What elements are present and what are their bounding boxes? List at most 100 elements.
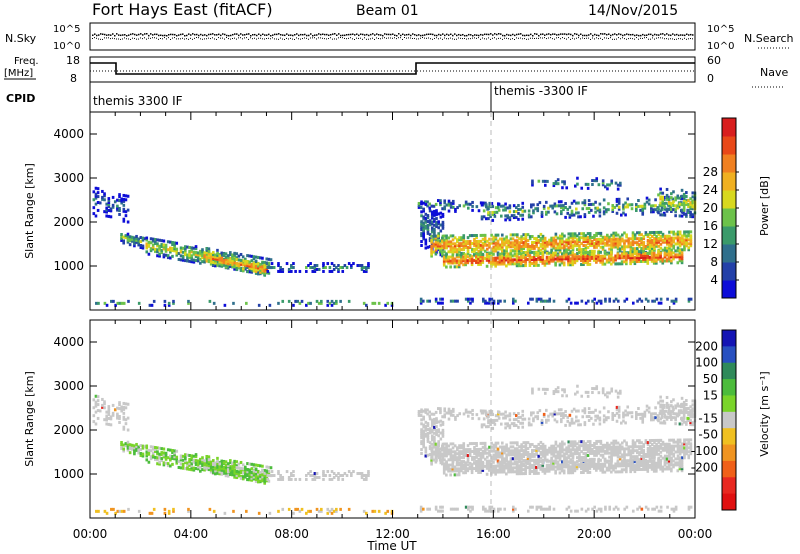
velocity-cell <box>417 409 421 413</box>
velocity-cell <box>151 451 155 455</box>
power-cell <box>309 262 312 266</box>
power-cell <box>687 199 690 203</box>
velocity-cell <box>447 409 451 413</box>
power-cell <box>571 251 575 255</box>
velocity-cell <box>244 469 247 473</box>
power-cell <box>592 252 596 256</box>
power-cell <box>676 249 680 253</box>
velocity-cell <box>435 429 438 433</box>
velocity-cell <box>212 509 216 513</box>
velocity-cell <box>550 452 553 456</box>
power-cell <box>502 204 505 208</box>
power-cell <box>607 258 611 262</box>
power-cell <box>94 194 98 198</box>
velocity-cell <box>371 509 375 513</box>
velocity-cell <box>458 454 461 458</box>
power-cell <box>560 257 564 261</box>
power-cell <box>479 243 483 247</box>
velocity-cell <box>330 507 334 511</box>
power-cell <box>663 207 667 211</box>
search-point <box>500 37 501 39</box>
power-cell <box>462 255 465 259</box>
power-cell <box>471 299 474 303</box>
search-point <box>650 38 651 40</box>
velocity-cell <box>164 457 168 461</box>
power-cell <box>503 239 506 243</box>
power-cell <box>593 243 596 247</box>
power-cell <box>187 299 190 303</box>
power-cell <box>657 211 660 215</box>
velocity-cell <box>154 455 157 459</box>
power-cell <box>441 214 445 218</box>
power-cell <box>640 249 643 253</box>
power-cell <box>439 223 443 227</box>
power-cell <box>670 244 673 248</box>
power-cell <box>550 259 553 263</box>
power-cell <box>494 235 498 239</box>
power-cell <box>586 182 590 186</box>
search-point <box>476 37 477 39</box>
power-cell <box>605 252 609 256</box>
velocity-cell <box>477 451 481 455</box>
velocity-cell <box>292 470 295 474</box>
power-cell <box>360 266 364 269</box>
power-cell <box>593 233 596 237</box>
power-cell <box>498 260 502 264</box>
velocity-cell <box>107 407 111 411</box>
power-cell <box>501 243 504 247</box>
sky-point <box>456 34 458 37</box>
power-cell <box>430 212 434 216</box>
velocity-cell <box>445 448 448 452</box>
velocity-cell <box>509 449 513 453</box>
power-cell <box>535 259 538 263</box>
velocity-cell <box>167 511 171 515</box>
power-cell <box>524 262 527 266</box>
velocity-cell <box>433 419 436 423</box>
power-cell <box>244 257 247 261</box>
power-cell <box>571 236 575 240</box>
power-cell <box>670 253 673 257</box>
velocity-cell <box>358 472 362 476</box>
power-cell <box>147 240 151 244</box>
velocity-cell <box>173 451 176 455</box>
power-cell <box>471 204 474 208</box>
power-cell <box>626 203 630 207</box>
power-cell <box>617 197 621 201</box>
power-cell <box>655 244 658 248</box>
velocity-cell <box>633 445 637 449</box>
velocity-cell <box>447 450 451 454</box>
velocity-cell <box>133 444 136 448</box>
velocity-cell <box>360 472 364 476</box>
velocity-cell <box>479 457 483 461</box>
power-cell <box>235 267 239 271</box>
power-cell <box>578 246 581 250</box>
velocity-cell <box>580 458 583 462</box>
power-cell <box>516 239 519 243</box>
velocity-cell <box>254 475 258 479</box>
power-cell <box>498 245 502 249</box>
power-cell <box>214 257 217 261</box>
velocity-cell <box>424 446 428 450</box>
power-cell <box>205 257 209 261</box>
power-cell <box>424 226 428 230</box>
power-cell <box>208 299 212 303</box>
power-cell <box>533 250 536 254</box>
power-cell <box>678 238 682 242</box>
velocity-cell <box>437 434 440 438</box>
power-cell <box>212 262 215 266</box>
velocity-cell <box>203 463 207 467</box>
sky-point <box>340 34 342 37</box>
velocity-cell <box>501 449 504 453</box>
power-cell <box>229 262 232 266</box>
power-cell <box>105 202 108 206</box>
power-cell <box>586 258 590 262</box>
velocity-cell <box>616 453 620 457</box>
power-cell <box>554 257 557 261</box>
power-cell <box>305 303 308 307</box>
power-cell <box>118 199 121 203</box>
velocity-cell <box>235 475 239 479</box>
power-cell <box>682 210 685 214</box>
power-cell <box>477 253 480 257</box>
velocity-cell <box>92 398 96 402</box>
velocity-cell <box>184 459 187 463</box>
